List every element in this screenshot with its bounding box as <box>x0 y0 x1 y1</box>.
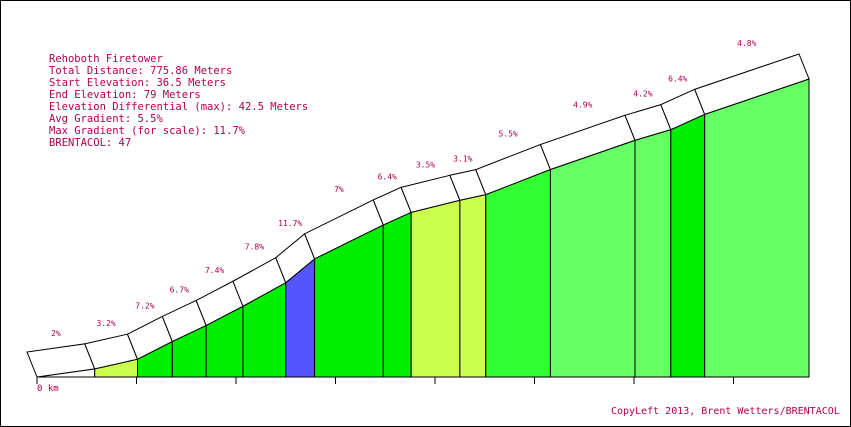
route-title: Rehoboth Firetower <box>49 53 163 65</box>
profile-segment <box>549 139 636 378</box>
end-elevation: End Elevation: 79 Meters <box>49 89 201 101</box>
profile-segments <box>36 78 810 378</box>
grade-label: 3.1% <box>453 155 472 164</box>
copyright-credit: CopyLeft 2013, Brent Wetters/BRENTACOL <box>611 406 840 417</box>
avg-gradient: Avg Gradient: 5.5% <box>49 113 163 125</box>
route-info: Rehoboth Firetower Total Distance: 775.8… <box>49 53 308 149</box>
grade-label: 7% <box>334 185 344 194</box>
grade-label: 7.8% <box>245 243 264 252</box>
start-elevation: Start Elevation: 36.5 Meters <box>49 77 226 89</box>
origin-label: 0 km <box>37 384 59 394</box>
total-distance: Total Distance: 775.86 Meters <box>49 65 232 77</box>
grade-label: 4.9% <box>573 100 592 109</box>
grade-label: 3.2% <box>96 319 115 328</box>
profile-ribbon <box>26 53 810 378</box>
grade-label: 5.5% <box>498 130 517 139</box>
max-gradient: Max Gradient (for scale): 11.7% <box>49 125 246 137</box>
profile-segment <box>704 78 810 378</box>
grade-label: 6.7% <box>170 286 189 295</box>
grade-label: 11.7% <box>278 219 302 228</box>
grade-labels: 2% 3.2% 7.2% 6.7% 7.4% 7.8% 11.7% 7% 6.4% 3.5% 3.1… <box>51 39 757 338</box>
profile-segment <box>382 211 412 378</box>
profile-segment <box>459 194 487 378</box>
profile-segment <box>485 168 551 378</box>
brentacol-score: BRENTACOL: 47 <box>49 137 131 149</box>
grade-label: 4.8% <box>737 39 756 48</box>
grade-label: 6.4% <box>378 172 397 181</box>
profile-segment <box>670 113 706 378</box>
profile-segment <box>634 128 672 378</box>
distance-axis <box>36 376 809 384</box>
grade-label: 6.4% <box>668 74 687 83</box>
ribbon-segment <box>694 53 810 115</box>
grade-label: 2% <box>51 329 61 338</box>
profile-segment <box>410 199 461 378</box>
grade-label: 7.2% <box>135 302 154 311</box>
grade-label: 4.2% <box>633 90 652 99</box>
elevation-differential: Elevation Differential (max): 42.5 Meter… <box>49 101 308 113</box>
grade-label: 3.5% <box>416 160 435 169</box>
grade-label: 7.4% <box>205 266 224 275</box>
